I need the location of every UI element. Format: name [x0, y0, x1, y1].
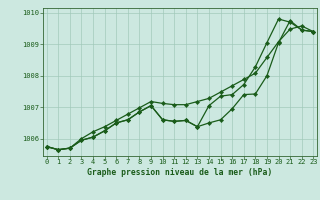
X-axis label: Graphe pression niveau de la mer (hPa): Graphe pression niveau de la mer (hPa): [87, 168, 273, 177]
